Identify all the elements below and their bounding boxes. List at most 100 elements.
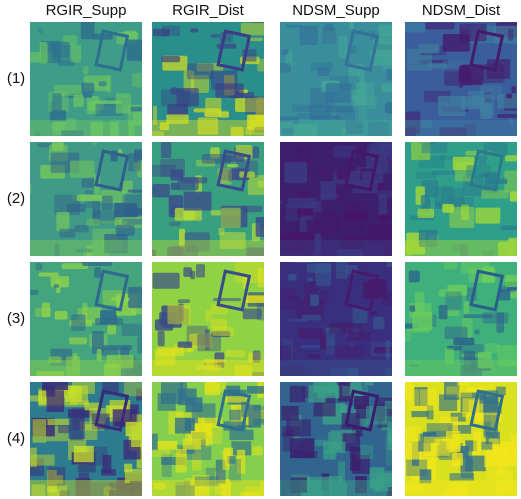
texture bbox=[67, 204, 85, 212]
texture bbox=[407, 389, 419, 410]
feature-map bbox=[149, 142, 285, 267]
road bbox=[280, 240, 392, 256]
texture bbox=[111, 297, 130, 301]
texture bbox=[286, 25, 302, 28]
texture bbox=[258, 268, 275, 287]
road bbox=[405, 360, 517, 376]
texture bbox=[508, 456, 519, 465]
texture bbox=[228, 169, 232, 182]
texture bbox=[249, 405, 261, 428]
texture bbox=[205, 378, 220, 395]
texture bbox=[300, 217, 307, 232]
texture bbox=[505, 155, 521, 161]
texture bbox=[116, 93, 131, 113]
texture bbox=[506, 93, 512, 98]
texture bbox=[411, 411, 428, 417]
texture bbox=[285, 205, 297, 222]
texture bbox=[501, 225, 521, 230]
texture bbox=[322, 27, 335, 44]
texture bbox=[229, 459, 241, 482]
feature-map bbox=[277, 22, 411, 146]
texture bbox=[288, 274, 296, 280]
texture bbox=[39, 273, 59, 277]
texture bbox=[152, 184, 170, 197]
texture bbox=[511, 434, 521, 452]
row-label: (1) bbox=[7, 70, 25, 87]
texture bbox=[317, 386, 339, 399]
texture bbox=[423, 437, 449, 456]
texture bbox=[132, 73, 149, 87]
texture bbox=[69, 337, 87, 344]
texture bbox=[169, 221, 181, 226]
texture bbox=[196, 264, 205, 277]
road bbox=[280, 120, 392, 136]
texture bbox=[229, 410, 240, 421]
texture bbox=[190, 28, 198, 32]
texture bbox=[71, 45, 81, 63]
column-header: NDSM_Supp bbox=[292, 2, 380, 19]
texture bbox=[176, 449, 187, 473]
texture bbox=[420, 389, 437, 410]
texture bbox=[59, 229, 75, 238]
texture bbox=[42, 303, 50, 318]
texture bbox=[85, 424, 97, 440]
texture bbox=[257, 301, 268, 321]
texture bbox=[302, 315, 321, 321]
texture bbox=[81, 178, 94, 187]
texture bbox=[102, 196, 113, 211]
texture bbox=[52, 139, 64, 151]
texture bbox=[156, 441, 177, 450]
texture bbox=[466, 165, 491, 178]
texture bbox=[497, 114, 521, 118]
texture bbox=[309, 105, 331, 120]
texture bbox=[212, 327, 234, 336]
feature-map bbox=[401, 261, 521, 381]
texture bbox=[409, 270, 420, 282]
road bbox=[405, 240, 517, 256]
texture bbox=[223, 155, 244, 161]
texture bbox=[150, 434, 157, 450]
texture bbox=[215, 83, 243, 97]
road bbox=[405, 120, 517, 136]
texture bbox=[290, 386, 305, 402]
texture bbox=[223, 450, 230, 470]
row-label: (4) bbox=[7, 430, 25, 447]
feature-map bbox=[150, 378, 277, 499]
column-header: NDSM_Dist bbox=[422, 2, 501, 19]
texture bbox=[307, 263, 332, 272]
road bbox=[280, 480, 392, 496]
texture bbox=[61, 18, 91, 23]
texture bbox=[320, 181, 335, 200]
texture bbox=[40, 42, 48, 64]
texture bbox=[257, 59, 272, 72]
texture bbox=[310, 294, 319, 306]
texture bbox=[353, 95, 359, 100]
texture bbox=[401, 380, 414, 389]
texture bbox=[128, 287, 155, 308]
texture bbox=[401, 333, 411, 341]
texture bbox=[486, 343, 499, 353]
feature-map bbox=[26, 139, 154, 267]
texture bbox=[243, 295, 267, 303]
texture bbox=[98, 81, 106, 86]
texture bbox=[55, 311, 68, 320]
road bbox=[280, 360, 392, 376]
texture bbox=[276, 200, 283, 204]
texture bbox=[312, 171, 338, 175]
texture bbox=[258, 181, 272, 188]
texture bbox=[187, 63, 214, 79]
texture bbox=[416, 172, 437, 179]
texture bbox=[452, 453, 463, 466]
texture bbox=[406, 460, 427, 477]
texture bbox=[379, 195, 387, 215]
texture bbox=[386, 448, 397, 466]
texture bbox=[77, 195, 102, 202]
texture bbox=[480, 102, 492, 119]
texture bbox=[311, 62, 333, 71]
texture bbox=[461, 205, 469, 221]
texture bbox=[121, 324, 150, 336]
texture bbox=[286, 419, 311, 436]
texture bbox=[74, 446, 94, 462]
column-header: RGIR_Supp bbox=[46, 2, 127, 19]
texture bbox=[403, 23, 426, 33]
